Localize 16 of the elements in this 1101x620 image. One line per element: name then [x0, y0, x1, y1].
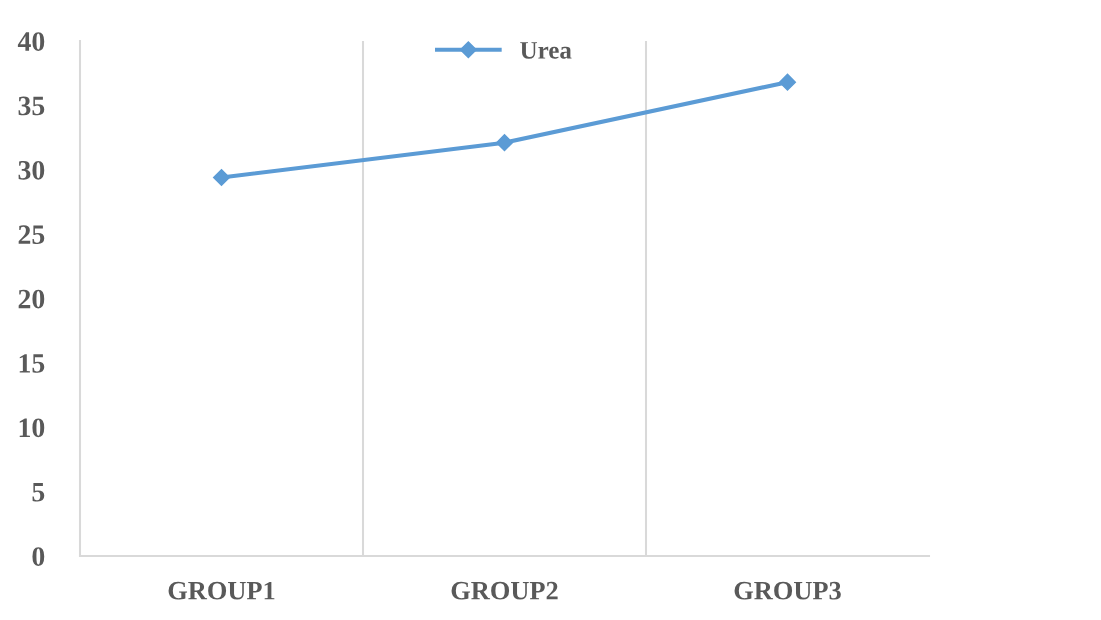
y-tick-label: 0	[32, 547, 45, 566]
y-tick-label: 35	[18, 96, 45, 116]
x-tick-label: GROUP3	[734, 581, 841, 600]
legend-label: Urea	[520, 42, 572, 59]
y-tick-label: 20	[18, 289, 45, 309]
y-tick-label: 15	[19, 354, 45, 373]
y-tick-label: 5	[32, 483, 45, 502]
point	[212, 168, 231, 187]
y-tick-label: 40	[17, 32, 45, 51]
x-tick-label: GROUP2	[451, 581, 558, 600]
y-tick-label: 30	[18, 160, 45, 180]
point	[495, 134, 514, 152]
y-tick-label: 10	[19, 418, 45, 438]
point	[778, 73, 797, 91]
x-tick-label: GROUP1	[168, 581, 275, 600]
y-tick-label: 25	[18, 225, 45, 245]
